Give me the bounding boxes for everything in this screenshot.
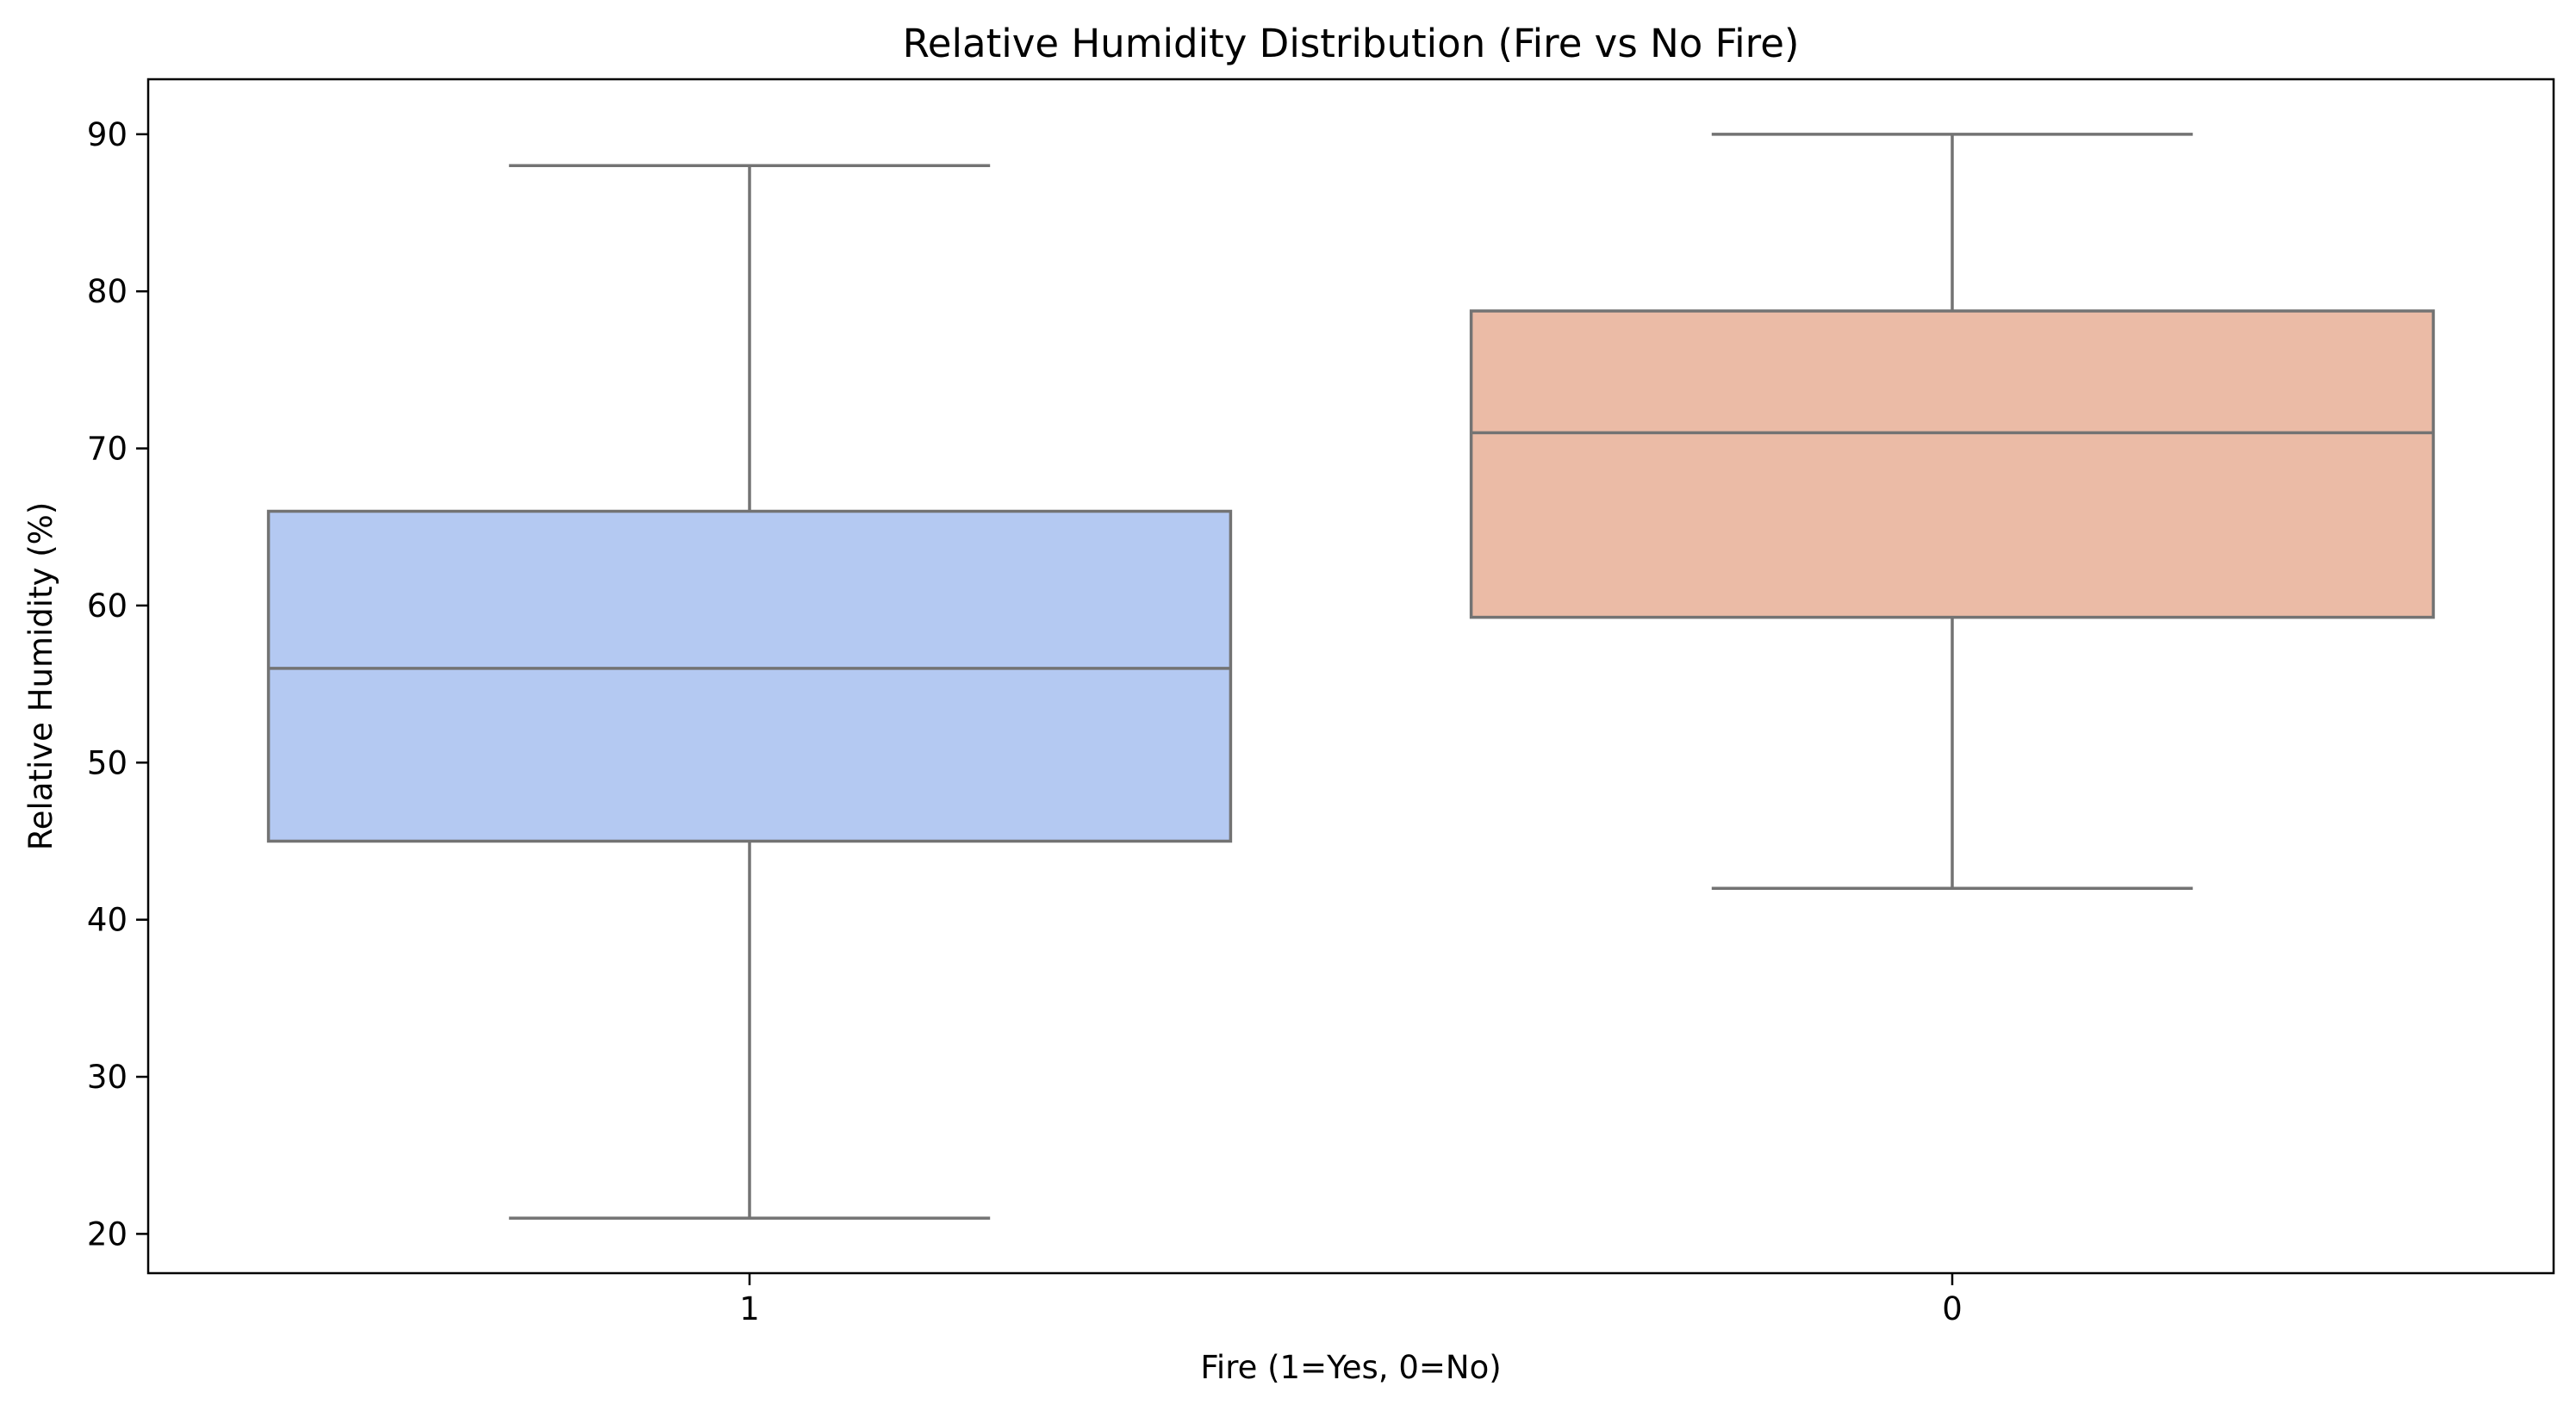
y-tick-label: 30 — [87, 1059, 128, 1096]
box-group-0 — [1469, 133, 2436, 890]
y-tick-label: 90 — [87, 116, 128, 153]
y-axis: 20 30 40 50 60 70 80 90 — [87, 116, 148, 1252]
y-tick-label: 50 — [87, 744, 128, 781]
plot-area — [266, 133, 2436, 1220]
x-tick-label: 1 — [739, 1290, 760, 1327]
x-axis-title: Fire (1=Yes, 0=No) — [1200, 1349, 1501, 1386]
y-tick-label: 80 — [87, 273, 128, 310]
x-tick-label: 0 — [1942, 1290, 1963, 1327]
axes-frame — [146, 78, 2555, 1275]
y-tick-label: 60 — [87, 587, 128, 625]
box-iqr — [1469, 309, 2436, 619]
box-iqr — [266, 509, 1233, 843]
y-tick-label: 40 — [87, 902, 128, 939]
chart-title: Relative Humidity Distribution (Fire vs … — [903, 21, 1800, 66]
y-axis-title: Relative Humidity (%) — [22, 502, 59, 851]
y-tick-label: 70 — [87, 431, 128, 468]
y-tick-label: 20 — [87, 1215, 128, 1252]
box-group-1 — [266, 164, 1233, 1220]
